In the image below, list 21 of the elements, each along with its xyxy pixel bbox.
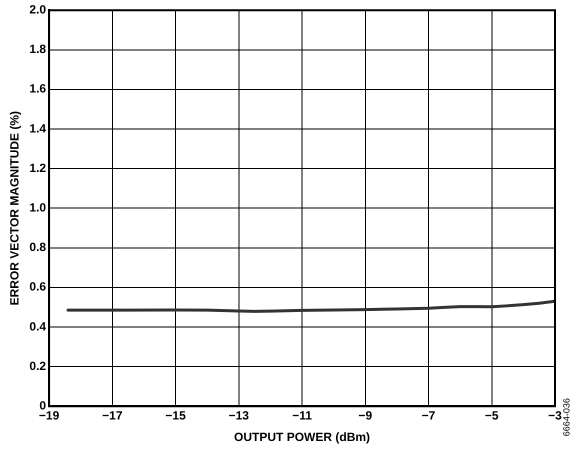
text: 6664-036 xyxy=(561,398,572,436)
x-tick-label: −3 xyxy=(548,408,562,423)
y-tick-label: 1.2 xyxy=(29,160,46,175)
x-tick-label: −11 xyxy=(292,408,312,423)
y-tick-label: 1.0 xyxy=(29,200,46,215)
y-tick-label: 1.6 xyxy=(29,82,46,96)
x-tick-label: −9 xyxy=(358,408,372,423)
x-tick-label: −7 xyxy=(422,408,436,423)
y-tick-label: 0.4 xyxy=(29,319,46,334)
y-tick-label: 0.2 xyxy=(29,358,46,373)
y-tick-label: 2.0 xyxy=(29,2,46,17)
x-tick-label: −5 xyxy=(484,408,499,423)
y-tick-label: 0.8 xyxy=(29,240,46,254)
x-tick-label: −13 xyxy=(228,408,250,423)
x-tick-label: −15 xyxy=(165,408,186,423)
y-tick-label: 0.6 xyxy=(29,280,46,294)
x-tick-label: −17 xyxy=(102,408,123,423)
y-tick-label: 1.8 xyxy=(29,42,46,56)
y-tick-label: 1.4 xyxy=(29,121,46,136)
x-axis-title: OUTPUT POWER (dBm) xyxy=(234,430,370,444)
y-axis-title: ERROR VECTOR MAGNITUDE (%) xyxy=(8,110,22,306)
